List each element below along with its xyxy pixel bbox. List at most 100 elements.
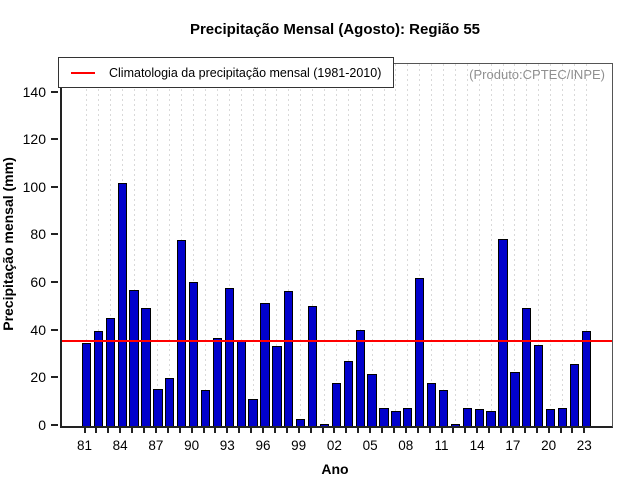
year-gridline <box>526 64 528 426</box>
climatology-line <box>62 340 612 343</box>
x-axis-title: Ano <box>321 461 349 477</box>
year-gridline <box>109 64 111 426</box>
x-tick <box>476 427 479 433</box>
x-tick <box>583 427 586 433</box>
year-gridline <box>419 64 421 426</box>
x-tick-label: 81 <box>76 438 93 453</box>
bar-year-2023 <box>581 330 591 426</box>
x-tick-label: 05 <box>362 438 378 453</box>
x-tick <box>309 427 312 433</box>
x-tick-label: 90 <box>184 438 200 453</box>
x-tick <box>154 427 157 433</box>
bar-year-1982 <box>93 330 104 426</box>
bar-year-2008 <box>403 408 413 426</box>
year-gridline <box>86 64 87 426</box>
x-tick <box>333 427 336 433</box>
bar-year-2017 <box>510 372 520 426</box>
year-gridline <box>264 64 266 426</box>
plot-area <box>60 63 613 428</box>
x-tick <box>119 427 122 433</box>
bar-year-2005 <box>367 373 377 426</box>
year-gridline <box>585 64 587 426</box>
year-gridline <box>347 64 349 426</box>
bar-year-2011 <box>438 390 449 426</box>
y-tick-label: 0 <box>38 417 46 433</box>
y-tick <box>51 233 58 236</box>
x-tick <box>381 427 383 433</box>
y-axis-title: Precipitação mensal (mm) <box>0 157 16 331</box>
x-tick-label: 17 <box>505 438 521 453</box>
bar-year-2019 <box>534 345 544 426</box>
bar-year-1997 <box>272 346 282 426</box>
y-tick-label: 140 <box>22 83 46 100</box>
year-gridline <box>550 64 552 426</box>
year-gridline <box>324 64 325 426</box>
year-gridline <box>443 64 444 426</box>
bar-year-1992 <box>212 337 223 426</box>
x-tick-label: 87 <box>148 438 164 453</box>
bar-year-2012 <box>450 423 461 426</box>
y-tick <box>51 376 58 379</box>
bar-year-1989 <box>177 240 187 426</box>
year-gridline <box>228 64 230 426</box>
year-gridline <box>562 64 563 426</box>
bar-year-2007 <box>391 410 401 426</box>
x-tick <box>404 427 407 433</box>
y-tick <box>51 281 58 284</box>
x-tick-label: 14 <box>469 438 485 453</box>
bar-year-1981 <box>81 342 92 426</box>
y-tick-label: 40 <box>30 321 46 338</box>
x-tick <box>357 427 360 433</box>
x-tick <box>250 427 253 433</box>
year-gridline <box>359 64 361 426</box>
x-tick-label: 96 <box>255 438 271 453</box>
bar-year-1995 <box>248 398 258 426</box>
x-tick <box>428 427 431 433</box>
legend: Climatologia da precipitação mensal (198… <box>58 57 394 88</box>
year-gridline <box>371 64 373 426</box>
x-tick <box>488 427 491 433</box>
x-tick <box>95 427 98 433</box>
x-tick <box>464 427 467 433</box>
x-tick <box>166 427 169 433</box>
x-tick-label: 20 <box>541 438 557 453</box>
bar-year-2014 <box>474 409 484 426</box>
y-tick-label: 100 <box>22 178 46 195</box>
bar-year-1996 <box>260 303 270 426</box>
year-gridline <box>252 64 254 426</box>
legend-line-sample <box>71 71 95 74</box>
chart-title: Precipitação Mensal (Agosto): Região 55 <box>189 21 481 38</box>
bar-year-2020 <box>545 409 556 426</box>
year-gridline <box>169 64 171 426</box>
year-gridline <box>312 64 314 426</box>
year-gridline <box>478 64 480 426</box>
bar-year-1999 <box>296 418 306 426</box>
year-gridline <box>514 64 516 426</box>
x-tick-label: 08 <box>398 438 414 453</box>
year-gridline <box>157 64 159 426</box>
x-tick <box>535 427 538 433</box>
y-tick-label: 120 <box>22 131 46 148</box>
x-tick <box>345 427 348 433</box>
x-tick <box>107 427 110 433</box>
x-tick <box>321 427 324 433</box>
year-gridline <box>395 64 397 426</box>
x-tick <box>202 427 205 433</box>
x-tick <box>523 427 526 433</box>
bar-year-2002 <box>331 383 342 426</box>
bar-year-1983 <box>105 317 115 426</box>
x-tick <box>500 427 502 433</box>
x-tick <box>143 427 145 433</box>
x-tick <box>571 427 574 433</box>
year-gridline <box>431 64 433 426</box>
year-gridline <box>97 64 99 426</box>
x-tick-label: 93 <box>219 438 235 453</box>
x-tick-label: 99 <box>291 438 307 453</box>
x-tick <box>238 427 241 433</box>
x-tick <box>440 427 443 433</box>
year-gridline <box>216 64 218 426</box>
bar-year-1990 <box>188 281 199 426</box>
bar-year-2013 <box>462 408 472 426</box>
bar-year-2018 <box>522 308 532 426</box>
